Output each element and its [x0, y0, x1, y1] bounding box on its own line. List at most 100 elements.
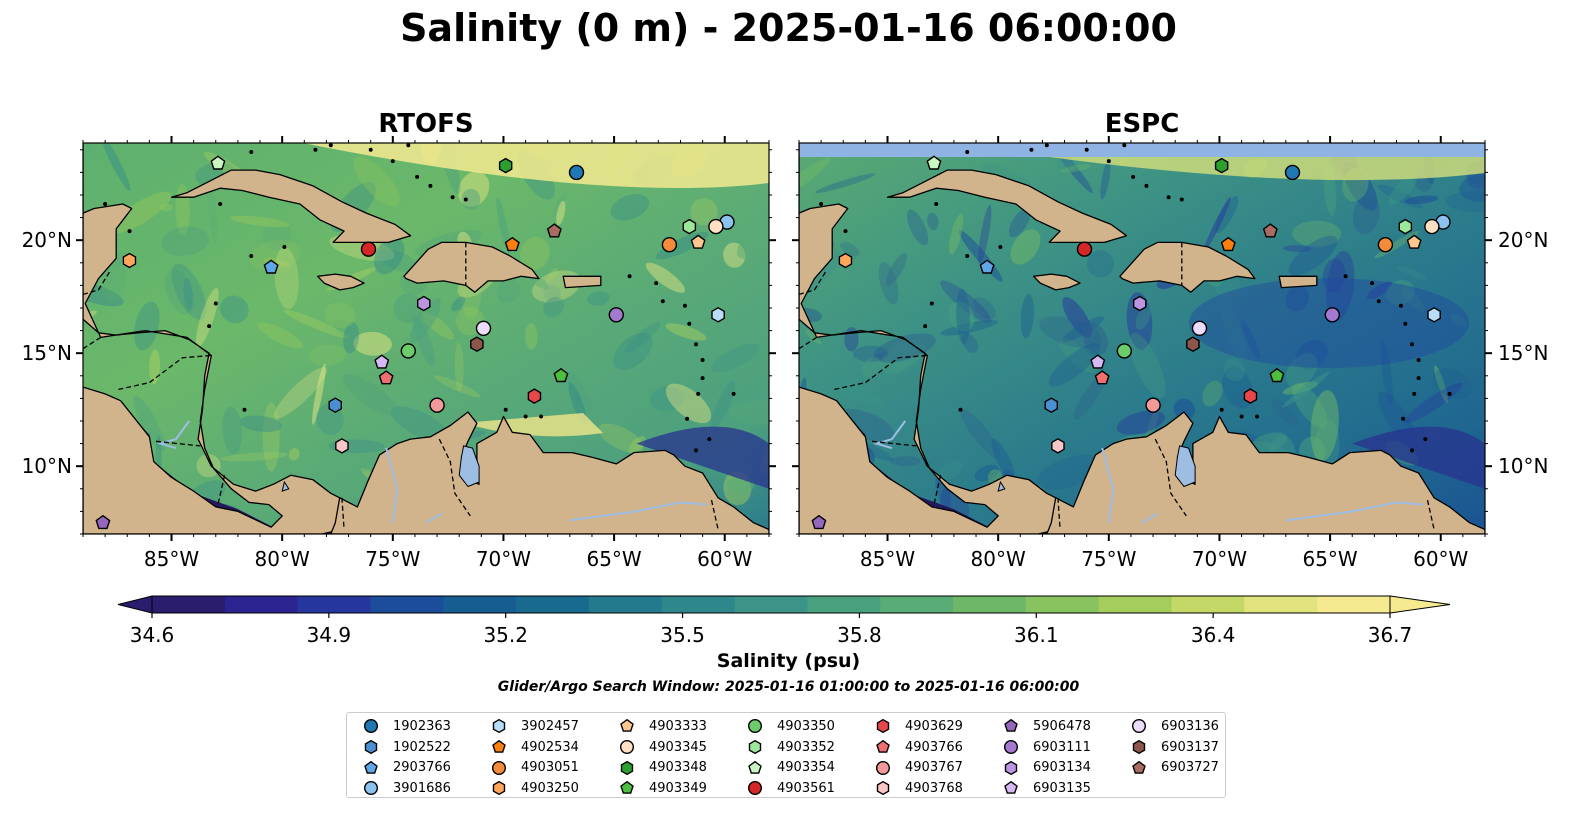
espc-map-panel [799, 143, 1485, 534]
float-marker-2903766 [979, 259, 995, 274]
float-marker-4903768 [335, 438, 349, 454]
float-marker-2903766 [263, 259, 279, 274]
legend-marker-icon [876, 781, 890, 796]
float-marker-4903350 [400, 343, 416, 359]
legend-marker-icon [748, 760, 762, 774]
float-marker-4903250 [122, 252, 137, 269]
legend-label: 4903345 [649, 739, 707, 755]
float-marker-6903137 [1186, 336, 1200, 353]
legend-marker-icon [363, 781, 379, 796]
float-marker-4903561 [360, 241, 377, 257]
float-marker-4903350 [1116, 343, 1133, 359]
legend-item: 6903727 [1129, 757, 1219, 778]
lon-tick-label: 75°W [365, 547, 420, 571]
legend-item: 6903111 [1001, 737, 1091, 758]
lon-tick-label: 80°W [255, 547, 310, 571]
legend-label: 4903767 [905, 760, 963, 776]
float-marker-4903348 [498, 157, 513, 174]
legend-label: 4903348 [649, 760, 707, 776]
legend-item: 4903561 [745, 778, 835, 799]
legend-label: 5906478 [1033, 718, 1091, 734]
legend-item: 3901686 [361, 778, 451, 799]
legend-marker-icon [876, 739, 890, 753]
lat-tick-label: 20°N [1498, 228, 1548, 252]
legend-item: 4903345 [617, 737, 707, 758]
float-marker-5906478 [95, 514, 111, 530]
legend-item: 4903768 [873, 778, 963, 799]
legend-marker-icon [747, 781, 763, 796]
float-marker-4903766 [378, 370, 394, 385]
colorbar-tick-label: 36.1 [1014, 623, 1059, 647]
legend-label: 6903727 [1161, 760, 1219, 776]
legend-marker-icon [747, 719, 763, 734]
legend-label: 4903051 [521, 760, 579, 776]
legend-label: 6903135 [1033, 780, 1091, 796]
lon-tick-label: 65°W [586, 547, 641, 571]
float-marker-6903135 [1090, 354, 1106, 369]
float-marker-4903333 [690, 234, 706, 249]
float-marker-4903349 [553, 367, 569, 383]
float-marker-4903768 [1051, 438, 1065, 454]
colorbar-tick-label: 36.7 [1368, 623, 1413, 647]
lat-tick-label: 20°N [22, 228, 72, 252]
legend-item: 1902363 [361, 716, 451, 737]
float-marker-4903250 [838, 252, 853, 269]
legend-marker-icon [620, 719, 634, 733]
legend-marker-icon [364, 760, 378, 774]
search-window-caption: Glider/Argo Search Window: 2025-01-16 01… [497, 679, 1080, 695]
float-marker-4903354 [210, 155, 226, 170]
map-axes: 85°W 80°W 75°W 70°W 65°W 60°W 10°N 15°N 20°N 85°W… [22, 136, 1548, 571]
float-marker-6903134 [1132, 295, 1147, 312]
float-marker-1902522 [1044, 397, 1059, 414]
legend-marker-icon [620, 760, 634, 775]
colorbar-tick-label: 35.2 [483, 623, 528, 647]
legend-label: 4903766 [905, 739, 963, 755]
legend-marker-icon [492, 781, 506, 796]
legend-marker-icon [875, 760, 891, 775]
legend-marker-icon [876, 719, 890, 734]
colorbar: 34.6 34.9 35.2 35.5 35.8 36.1 36.4 36.7 [117, 595, 1451, 647]
legend-label: 6903137 [1161, 739, 1219, 755]
panel-title-espc: ESPC [1105, 109, 1180, 139]
legend-marker-icon [363, 719, 379, 734]
colorbar-tick-label: 34.9 [307, 623, 352, 647]
legend-label: 6903134 [1033, 760, 1091, 776]
legend-marker-icon [1132, 739, 1146, 755]
legend-label: 4903352 [777, 739, 835, 755]
legend-marker-icon [364, 739, 378, 755]
float-marker-6903727 [546, 223, 562, 238]
legend-marker-icon [620, 781, 634, 795]
float-marker-4902534 [1220, 236, 1236, 252]
legend-item: 6903134 [1001, 757, 1091, 778]
lon-tick-label: 60°W [697, 547, 752, 571]
lon-tick-label: 75°W [1081, 547, 1136, 571]
legend-marker-icon [492, 719, 506, 734]
float-marker-4903348 [1214, 157, 1229, 174]
lon-tick-label: 85°W [144, 547, 199, 571]
float-marker-4902534 [504, 236, 520, 252]
colorbar-label: Salinity (psu) [716, 650, 861, 672]
float-marker-1902522 [328, 397, 342, 414]
colorbar-tick-label: 35.8 [837, 623, 882, 647]
legend-label: 4903629 [905, 718, 963, 734]
float-marker-4903349 [1269, 367, 1285, 383]
legend-item: 4903250 [489, 778, 579, 799]
legend-marker-icon [1004, 719, 1018, 733]
legend-label: 6903111 [1033, 739, 1091, 755]
rtofs-map-panel [83, 143, 769, 534]
legend-item: 4903348 [617, 757, 707, 778]
colorbar-tick-label: 34.6 [130, 623, 175, 647]
colorbar-tick-label: 36.4 [1191, 623, 1236, 647]
float-marker-4903629 [527, 388, 542, 404]
legend-item: 4903333 [617, 716, 707, 737]
legend-label: 3901686 [393, 780, 451, 796]
lon-tick-label: 85°W [860, 547, 915, 571]
float-marker-6903727 [1262, 223, 1278, 238]
float-marker-6903136 [1191, 320, 1208, 336]
float-marker-1902363 [1284, 164, 1301, 181]
legend-item: 4903051 [489, 757, 579, 778]
legend-marker-icon [1132, 760, 1146, 774]
float-marker-4903345 [1424, 218, 1440, 235]
float-marker-4903051 [661, 236, 678, 253]
legend-item: 5906478 [1001, 716, 1091, 737]
